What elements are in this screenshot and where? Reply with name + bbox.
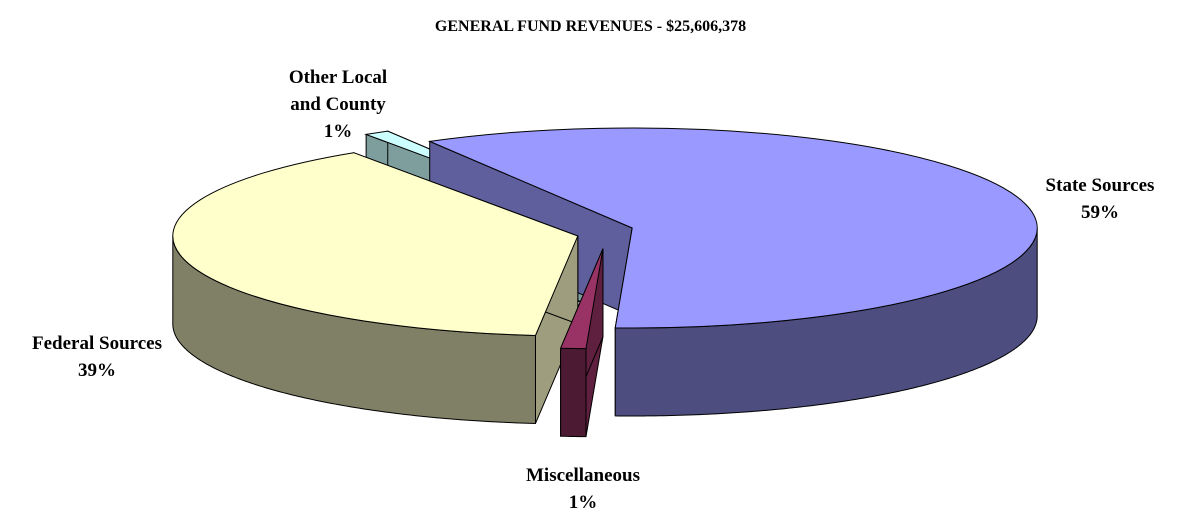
slice-wall (560, 347, 587, 438)
slice (559, 248, 604, 350)
category-label: Miscellaneous (526, 465, 640, 486)
percent-label: 39% (78, 360, 116, 381)
slice-label: Federal Sources 39% (2, 330, 192, 384)
slice-label: State Sources 59% (1005, 172, 1181, 226)
slice-label: Other Local and County 1% (243, 64, 433, 145)
slice-label: Miscellaneous 1% (488, 462, 678, 516)
category-label: Other Local and County (288, 67, 388, 115)
percent-label: 1% (568, 492, 598, 513)
chart-title: GENERAL FUND REVENUES - $25,606,378 (434, 18, 747, 35)
slice (172, 152, 579, 336)
percent-label: 59% (1081, 202, 1119, 223)
slice (427, 127, 1038, 329)
category-label: State Sources (1045, 175, 1155, 196)
percent-label: 1% (323, 121, 353, 142)
category-label: Federal Sources (32, 333, 162, 354)
